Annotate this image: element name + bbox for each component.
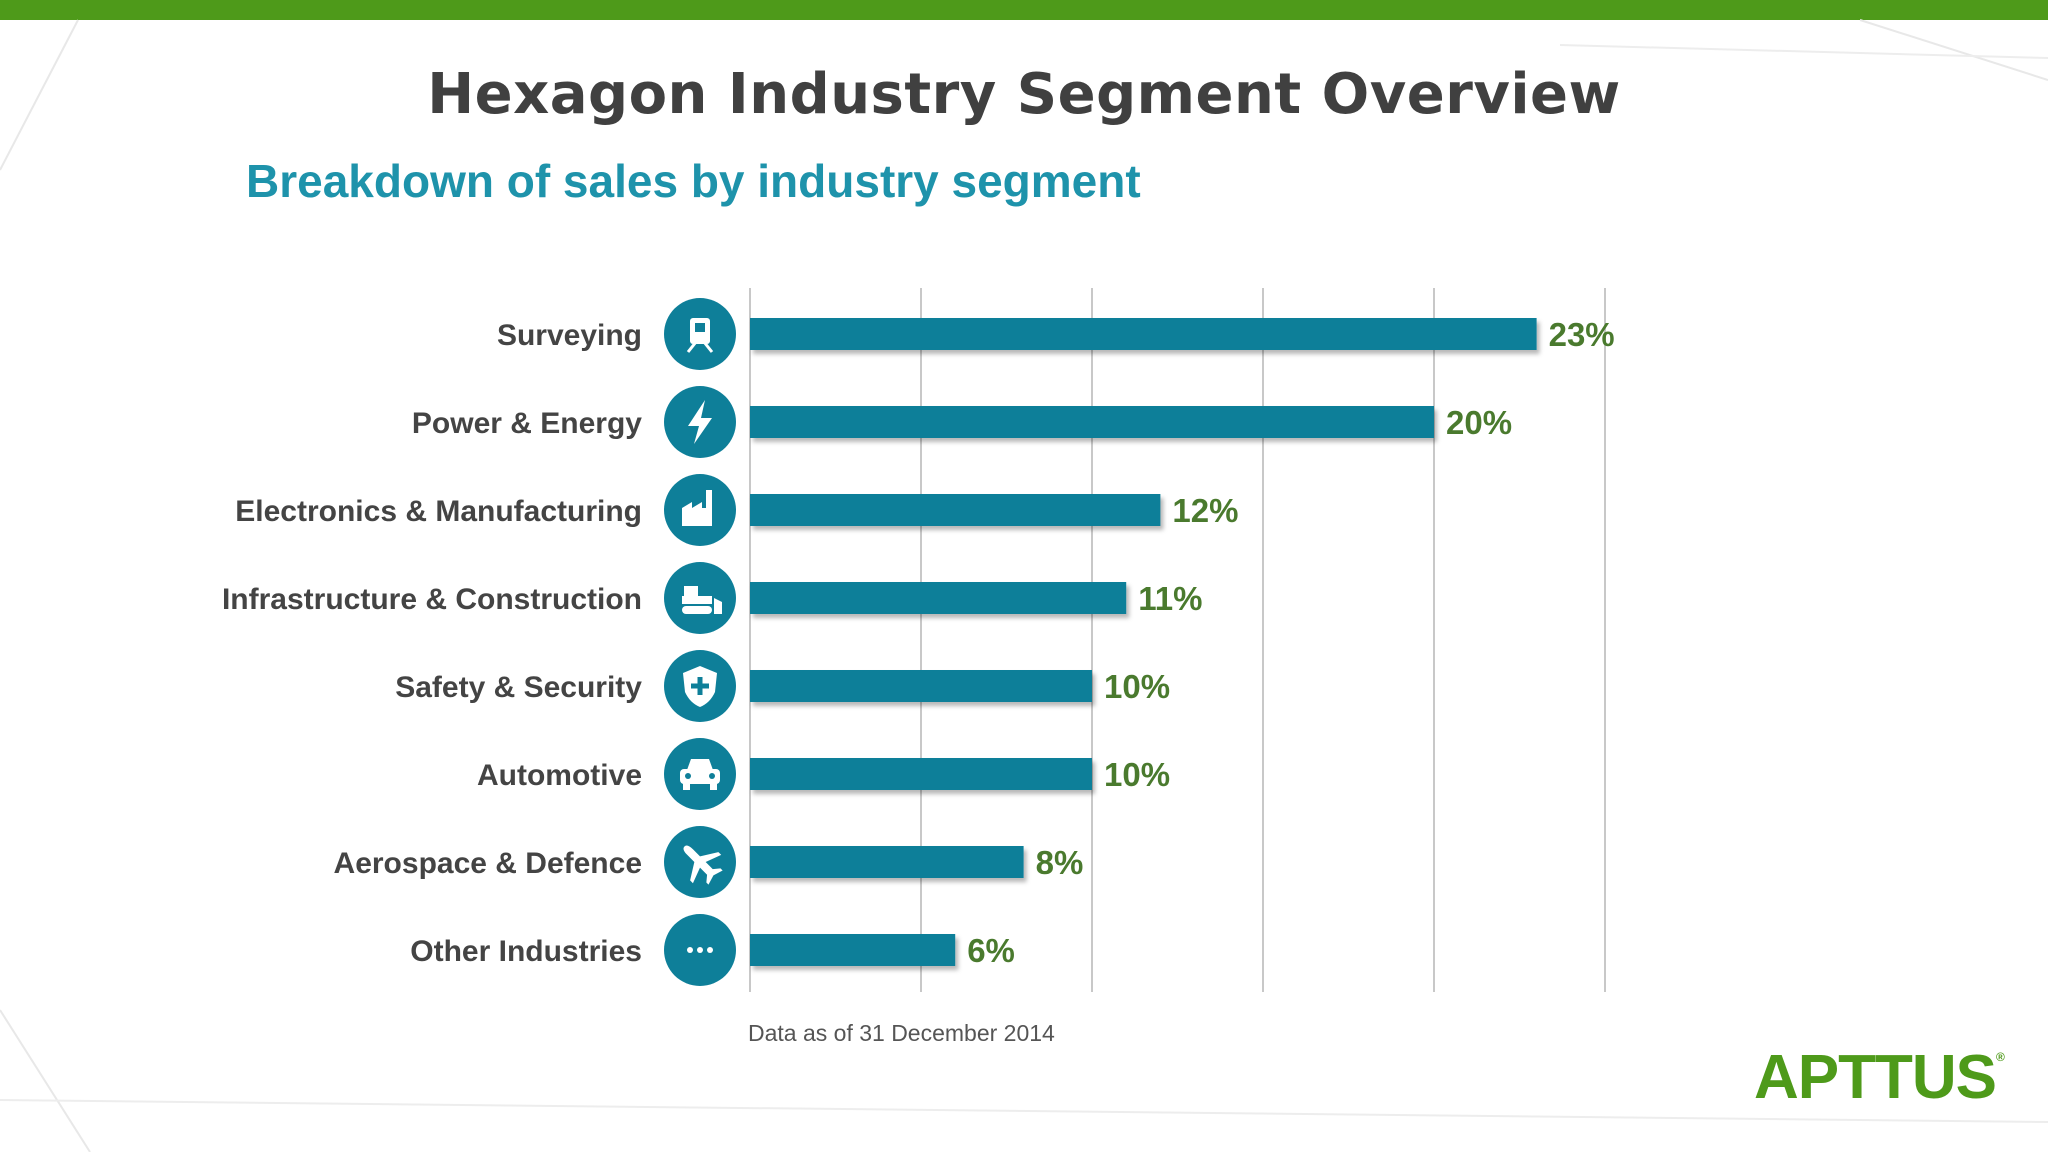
bar-7 (750, 934, 956, 966)
value-label: 10% (1104, 668, 1170, 705)
chart-subtitle: Breakdown of sales by industry segment (246, 155, 1141, 207)
category-label: Electronics & Manufacturing (235, 495, 642, 528)
icons (664, 298, 736, 986)
category-label: Surveying (497, 319, 642, 352)
bar-2 (750, 494, 1161, 526)
bar-6 (750, 846, 1024, 878)
bar-4 (750, 670, 1092, 702)
category-label: Power & Energy (412, 407, 642, 440)
surveying-icon (664, 298, 736, 370)
value-label: 12% (1172, 492, 1238, 529)
gridlines (749, 288, 1606, 992)
ellipsis-icon (664, 914, 736, 986)
slide-title: Hexagon Industry Segment Overview (427, 62, 1621, 127)
data-footnote: Data as of 31 December 2014 (748, 1020, 1055, 1046)
value-label: 23% (1549, 316, 1615, 353)
shield-plus-icon (664, 650, 736, 722)
lightning-icon (664, 386, 736, 458)
car-icon (664, 738, 736, 810)
bars (750, 318, 1537, 966)
airplane-icon (664, 826, 736, 898)
apttus-logo: APTTUS® (1754, 1043, 2005, 1112)
value-label: 10% (1104, 756, 1170, 793)
bar-0 (750, 318, 1537, 350)
bar-5 (750, 758, 1092, 790)
value-label: 20% (1446, 404, 1512, 441)
category-label: Other Industries (410, 935, 642, 968)
bulldozer-icon (664, 562, 736, 634)
top-accent-bar (0, 0, 2048, 20)
factory-icon (664, 474, 736, 546)
logo-text: APTTUS (1754, 1043, 1997, 1112)
value-label: 11% (1138, 580, 1202, 617)
bar-1 (750, 406, 1434, 438)
labels: Surveying 23% Power & Energy 20% Electronics… (222, 316, 1615, 969)
category-label: Automotive (477, 759, 642, 792)
value-label: 6% (967, 932, 1015, 969)
bar-3 (750, 582, 1127, 614)
category-label: Safety & Security (395, 671, 642, 704)
category-label: Infrastructure & Construction (222, 583, 642, 616)
value-label: 8% (1036, 844, 1084, 881)
category-label: Aerospace & Defence (334, 847, 642, 880)
